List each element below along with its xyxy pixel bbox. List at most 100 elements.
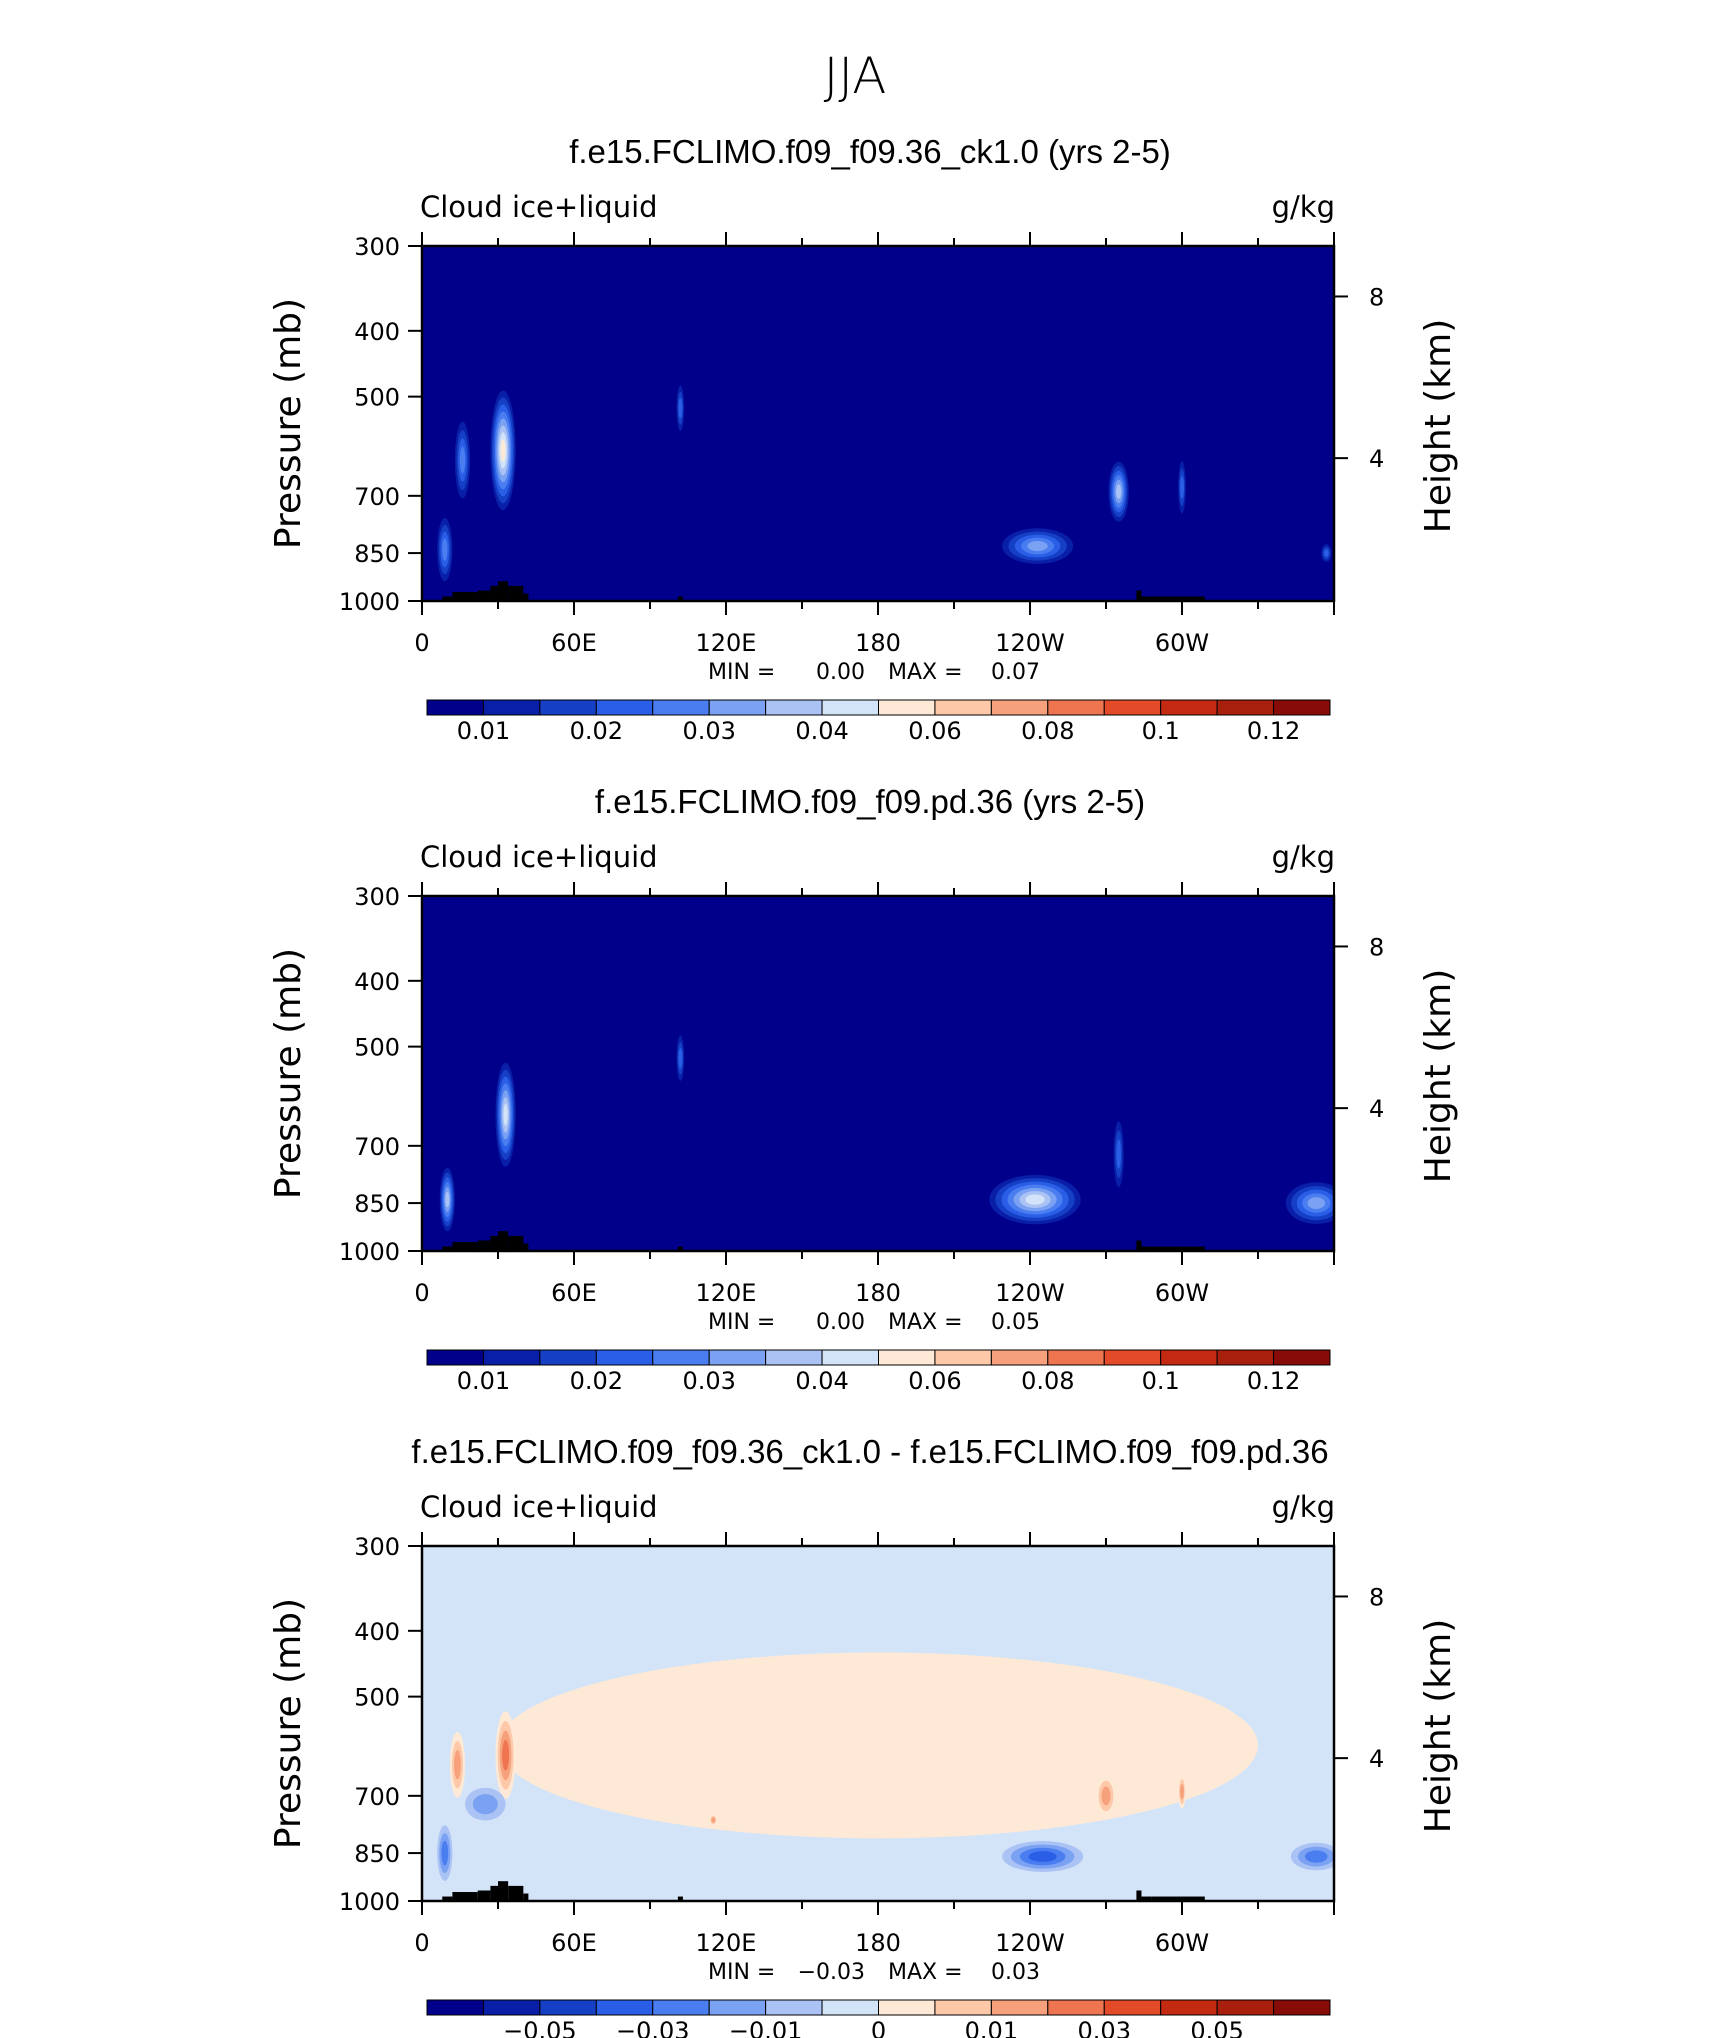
contour-level <box>1307 1197 1325 1210</box>
right-axis-title: Height (km) <box>1418 319 1459 533</box>
colorbar-swatch <box>595 699 654 716</box>
y-tick: 700 <box>354 483 400 511</box>
colorbar-swatch <box>1160 1349 1218 1366</box>
terrain-mask <box>508 585 524 601</box>
contour-level <box>1116 484 1122 499</box>
terrain-mask <box>490 1235 498 1251</box>
contour-level <box>711 1817 716 1823</box>
min-max-stats: MIN = 0.00 MAX = 0.07 <box>708 660 1040 685</box>
colorbar-swatch <box>990 1999 1049 2016</box>
y-axis-title: Pressure (mb) <box>268 948 309 1199</box>
colorbar-swatch <box>1273 1999 1331 2016</box>
contour-level <box>678 398 683 419</box>
contour-level <box>459 446 466 474</box>
background-fill <box>422 246 1334 601</box>
terrain-mask <box>508 1885 524 1901</box>
colorbar-swatch <box>821 1999 879 2016</box>
x-tick: 0 <box>414 1929 429 1957</box>
terrain-mask <box>508 1235 524 1251</box>
colorbar-label: 0.04 <box>795 1367 848 1395</box>
colorbar-label: 0.06 <box>908 717 961 745</box>
panel-1: f.e15.FCLIMO.f09_f09.36_ck1.0 (yrs 2-5) … <box>268 133 1459 745</box>
y-tick: 1000 <box>339 1238 400 1266</box>
y-tick: 400 <box>354 1618 400 1646</box>
colorbar-label: 0.03 <box>682 717 735 745</box>
max-label: MAX = <box>888 660 963 685</box>
colorbar-swatch <box>1216 1349 1275 1366</box>
terrain-mask <box>442 596 453 601</box>
colorbar-swatch <box>1103 699 1162 716</box>
terrain-mask <box>523 1243 529 1251</box>
colorbar-swatch <box>482 699 541 716</box>
colorbar-label: 0.05 <box>1190 2017 1243 2038</box>
colorbar-swatch <box>708 699 767 716</box>
colorbar-swatch <box>821 1349 879 1366</box>
contour-level <box>1028 1851 1057 1862</box>
right-axis-ticks: 8 4 <box>1369 283 1384 473</box>
colorbar-swatch <box>426 1349 484 1366</box>
terrain-mask <box>677 1246 683 1251</box>
colorbar-swatch <box>426 699 484 716</box>
y-tick: 400 <box>354 318 400 346</box>
terrain-mask <box>1151 1246 1205 1251</box>
colorbar-label: 0.12 <box>1247 1367 1300 1395</box>
x-tick: 60E <box>551 1279 597 1307</box>
min-value: −0.03 <box>798 1960 865 1985</box>
colorbar <box>426 1999 1331 2016</box>
colorbar-swatch <box>990 699 1049 716</box>
terrain-mask <box>442 1896 453 1901</box>
colorbar-label: 0.03 <box>682 1367 735 1395</box>
max-label: MAX = <box>888 1310 963 1335</box>
colorbar <box>426 1349 1331 1366</box>
terrain-mask <box>452 1242 478 1251</box>
contour-plot <box>408 232 1348 615</box>
colorbar-label: 0 <box>871 2017 886 2038</box>
terrain-mask <box>452 1892 478 1901</box>
right-axis-ticks: 8 4 <box>1369 933 1384 1123</box>
contour-level <box>454 1750 461 1780</box>
colorbar-labels: 0.01 0.02 0.03 0.04 0.06 0.08 0.1 0.12 <box>457 717 1301 745</box>
colorbar-swatch <box>878 699 936 716</box>
right-axis-title: Height (km) <box>1418 969 1459 1183</box>
y-tick: 300 <box>354 1533 400 1561</box>
variable-label: Cloud ice+liquid <box>420 840 658 874</box>
contour-level <box>500 439 506 462</box>
right-axis-title: Height (km) <box>1418 1619 1459 1833</box>
x-axis-ticks: 0 60E 120E 180 120W 60W <box>414 629 1209 657</box>
colorbar-swatch <box>708 1999 767 2016</box>
x-tick: 180 <box>855 1929 901 1957</box>
colorbar-swatch <box>595 1999 654 2016</box>
max-value: 0.07 <box>991 660 1040 685</box>
contour-level <box>502 1740 510 1771</box>
min-value: 0.00 <box>816 1310 865 1335</box>
colorbar-label: 0.1 <box>1142 717 1180 745</box>
terrain-mask <box>498 1881 509 1901</box>
panel-2: f.e15.FCLIMO.f09_f09.pd.36 (yrs 2-5) Clo… <box>268 783 1459 1395</box>
colorbar-swatch <box>595 1349 654 1366</box>
contour-level <box>442 538 448 561</box>
contour-level <box>503 1103 508 1126</box>
panel-3: f.e15.FCLIMO.f09_f09.36_ck1.0 - f.e15.FC… <box>268 1433 1459 2038</box>
colorbar-swatch <box>934 1999 992 2016</box>
max-value: 0.05 <box>991 1310 1040 1335</box>
colorbar-swatch <box>934 699 992 716</box>
x-tick: 120W <box>995 629 1065 657</box>
terrain-mask <box>477 590 491 601</box>
colorbar-swatch <box>1216 1999 1275 2016</box>
terrain-mask <box>477 1890 491 1901</box>
y-tick: 1000 <box>339 588 400 616</box>
colorbar-label: −0.03 <box>616 2017 690 2038</box>
colorbar-label: −0.05 <box>503 2017 577 2038</box>
x-axis-ticks: 0 60E 120E 180 120W 60W <box>414 1279 1209 1307</box>
colorbar-label: 0.1 <box>1142 1367 1180 1395</box>
contour-plot <box>408 1532 1348 1915</box>
colorbar-swatch <box>765 699 823 716</box>
x-tick: 0 <box>414 1279 429 1307</box>
colorbar-labels: −0.05 −0.03 −0.01 0 0.01 0.03 0.05 <box>503 2017 1244 2038</box>
x-tick: 120W <box>995 1279 1065 1307</box>
colorbar-swatch <box>1160 699 1218 716</box>
terrain-mask <box>1141 1246 1152 1251</box>
y-axis-ticks: 300 400 500 700 850 1000 <box>339 233 400 616</box>
variable-label: Cloud ice+liquid <box>420 190 658 224</box>
y-tick: 850 <box>354 1190 400 1218</box>
